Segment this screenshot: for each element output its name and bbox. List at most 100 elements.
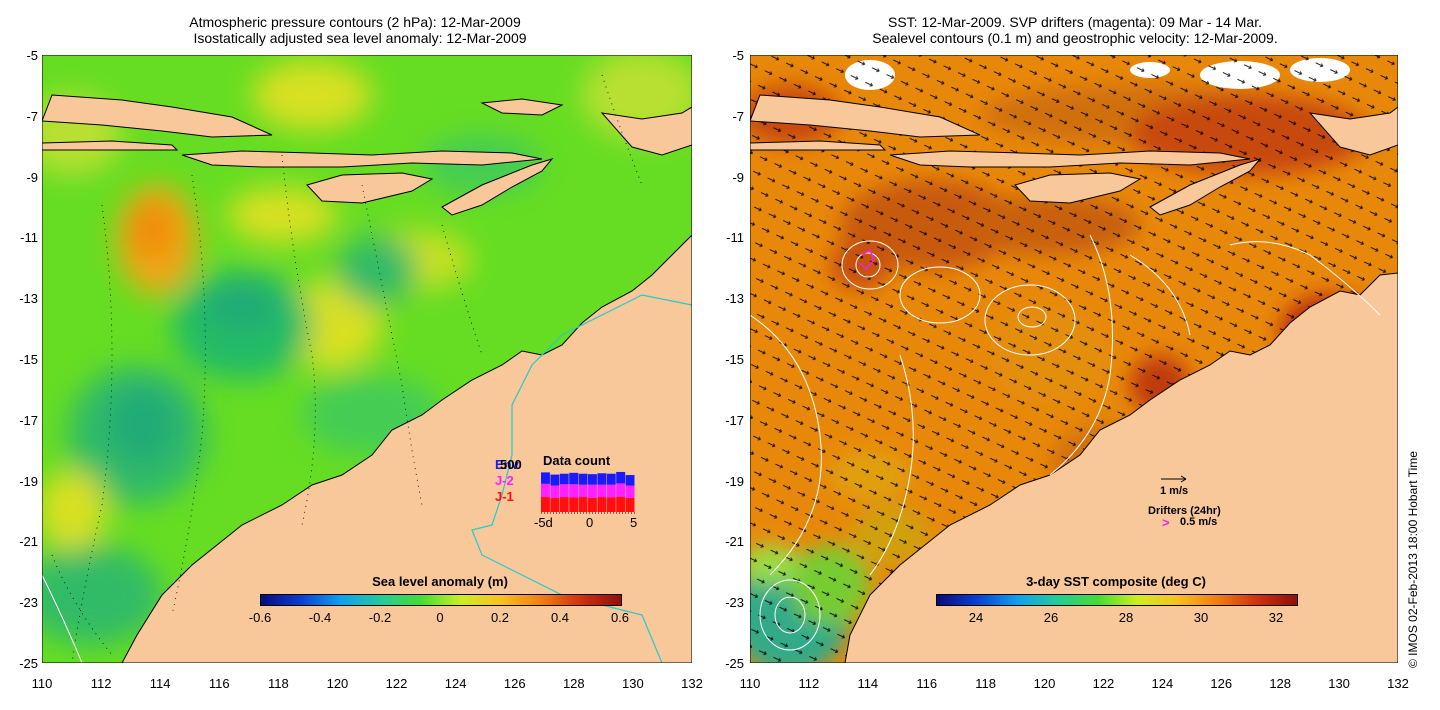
data-count-bar-j-1 bbox=[569, 497, 579, 512]
x-tick-label: 122 bbox=[1092, 676, 1115, 691]
drifter-scale-label: 0.5 m/s bbox=[1180, 516, 1218, 528]
y-tick-label: -23 bbox=[19, 595, 38, 611]
x-tick-label: 118 bbox=[975, 676, 996, 691]
x-tick-label: 130 bbox=[622, 676, 644, 691]
data-count-bar-env bbox=[578, 473, 588, 485]
data-count-bar-j-2 bbox=[559, 484, 569, 498]
data-count-bar-j-2 bbox=[541, 483, 550, 498]
right-title-line2: Sealevel contours (0.1 m) and geostrophi… bbox=[872, 30, 1278, 46]
data-count-xtick-5: 5 bbox=[630, 515, 638, 530]
y-tick-label: -9 bbox=[26, 169, 38, 185]
y-tick-label: -21 bbox=[19, 534, 38, 550]
imos-credit: © IMOS 02-Feb-2013 18:00 Hobart Time bbox=[1406, 451, 1420, 668]
data-count-bar-j-1 bbox=[578, 497, 588, 512]
x-tick-label: 132 bbox=[681, 676, 703, 691]
y-tick-label: -25 bbox=[19, 656, 38, 671]
data-count-bar-env bbox=[625, 475, 635, 486]
sst-colorbar bbox=[936, 594, 1298, 606]
data-count-bar-j-1 bbox=[541, 497, 550, 512]
x-tick-label: 126 bbox=[503, 676, 526, 691]
data-count-xtick-0: 0 bbox=[586, 515, 594, 530]
left-bathymetry-contour bbox=[471, 294, 692, 663]
x-tick-label: 124 bbox=[1151, 676, 1174, 691]
x-tick-label: 116 bbox=[916, 676, 938, 691]
x-tick-label: 120 bbox=[326, 676, 349, 691]
data-count-title: Data count bbox=[543, 453, 611, 468]
sst-cbar-tick-32: 32 bbox=[1268, 610, 1284, 625]
x-tick-label: 130 bbox=[1328, 676, 1350, 691]
data-count-bar-j-2 bbox=[578, 484, 588, 498]
data-count-xtick-neg5: -5d bbox=[534, 515, 553, 530]
data-count-bar-env bbox=[597, 473, 607, 485]
y-tick-label: -17 bbox=[19, 412, 38, 428]
x-tick-label: 120 bbox=[1033, 676, 1056, 691]
sla-colorbar bbox=[260, 594, 622, 606]
data-count-bar-j-1 bbox=[588, 497, 597, 512]
y-tick-label: -13 bbox=[19, 291, 38, 307]
data-count-bar-j-1 bbox=[625, 497, 635, 512]
sla-cbar-tick-0: 0 bbox=[436, 610, 444, 625]
x-tick-label: 112 bbox=[90, 676, 112, 691]
sealevel-contours bbox=[750, 234, 1381, 651]
y-tick-label: -5 bbox=[26, 48, 38, 63]
sla-anomaly-field bbox=[42, 55, 692, 645]
y-tick-label: -17 bbox=[725, 412, 744, 428]
x-tick-label: 116 bbox=[208, 676, 230, 691]
velocity-scale-arrow bbox=[1161, 475, 1187, 483]
data-count-max-label: 500 bbox=[500, 457, 522, 472]
sla-cbar-tick-02: 0.2 bbox=[490, 610, 510, 625]
data-count-bar-env bbox=[588, 474, 597, 485]
data-count-bar-env bbox=[569, 472, 579, 485]
sla-cbar-tick-m02: -0.2 bbox=[368, 610, 392, 625]
sla-colorbar-title: Sea level anomaly (m) bbox=[372, 574, 508, 589]
y-tick-label: -7 bbox=[732, 108, 744, 124]
data-count-bar-env bbox=[559, 473, 569, 485]
y-tick-label: -23 bbox=[725, 595, 744, 611]
x-tick-label: 128 bbox=[1269, 676, 1292, 691]
sla-cbar-tick-04: 0.4 bbox=[550, 610, 570, 625]
y-tick-label: -9 bbox=[732, 169, 744, 185]
sst-cbar-tick-30: 30 bbox=[1193, 610, 1209, 625]
left-land bbox=[42, 94, 692, 663]
data-count-bar-j-1 bbox=[606, 497, 616, 512]
data-count-bar-j-2 bbox=[616, 483, 626, 497]
data-count-bar-j-2 bbox=[550, 485, 560, 498]
drifter-arrow-icon: > bbox=[1162, 515, 1170, 530]
data-count-bar-j-1 bbox=[597, 497, 607, 512]
sla-cbar-tick-m04: -0.4 bbox=[308, 610, 332, 625]
data-count-bar-j-1 bbox=[616, 496, 626, 512]
sea-level-anomaly-map bbox=[42, 55, 692, 663]
data-count-mission-j2: J-2 bbox=[495, 473, 514, 488]
data-count-bar-j-2 bbox=[606, 484, 616, 498]
y-tick-label: -13 bbox=[725, 291, 744, 307]
x-tick-label: 110 bbox=[31, 676, 53, 691]
x-tick-label: 132 bbox=[1387, 676, 1409, 691]
right-land bbox=[750, 94, 1398, 663]
x-tick-label: 128 bbox=[562, 676, 585, 691]
data-count-mission-env: Env bbox=[495, 457, 519, 472]
y-tick-label: -15 bbox=[19, 352, 38, 367]
left-white-contour bbox=[42, 574, 83, 663]
data-count-bar-j-1 bbox=[559, 497, 569, 512]
y-tick-label: -11 bbox=[726, 230, 744, 246]
sst-cbar-tick-26: 26 bbox=[1043, 610, 1059, 625]
data-count-chart bbox=[541, 471, 635, 514]
y-tick-label: -19 bbox=[725, 473, 744, 489]
y-tick-label: -21 bbox=[725, 534, 744, 550]
right-title-line1: SST: 12-Mar-2009. SVP drifters (magenta)… bbox=[887, 14, 1262, 30]
sst-map bbox=[750, 55, 1398, 663]
x-tick-label: 110 bbox=[739, 676, 761, 691]
data-count-bar-j-2 bbox=[625, 485, 635, 498]
sst-cbar-tick-28: 28 bbox=[1118, 610, 1134, 625]
data-count-bar-env bbox=[616, 471, 626, 484]
y-tick-label: -11 bbox=[20, 230, 38, 246]
sla-cbar-tick-m06: -0.6 bbox=[248, 610, 272, 625]
left-title-line1: Atmospheric pressure contours (2 hPa): 1… bbox=[189, 14, 521, 30]
y-tick-label: -19 bbox=[19, 473, 38, 489]
x-tick-label: 126 bbox=[1210, 676, 1233, 691]
y-tick-label: -15 bbox=[725, 352, 744, 367]
sst-cbar-tick-24: 24 bbox=[968, 610, 984, 625]
sst-colorbar-title: 3-day SST composite (deg C) bbox=[1026, 574, 1206, 589]
data-count-bar-j-1 bbox=[550, 497, 560, 512]
y-tick-label: -7 bbox=[26, 108, 38, 124]
